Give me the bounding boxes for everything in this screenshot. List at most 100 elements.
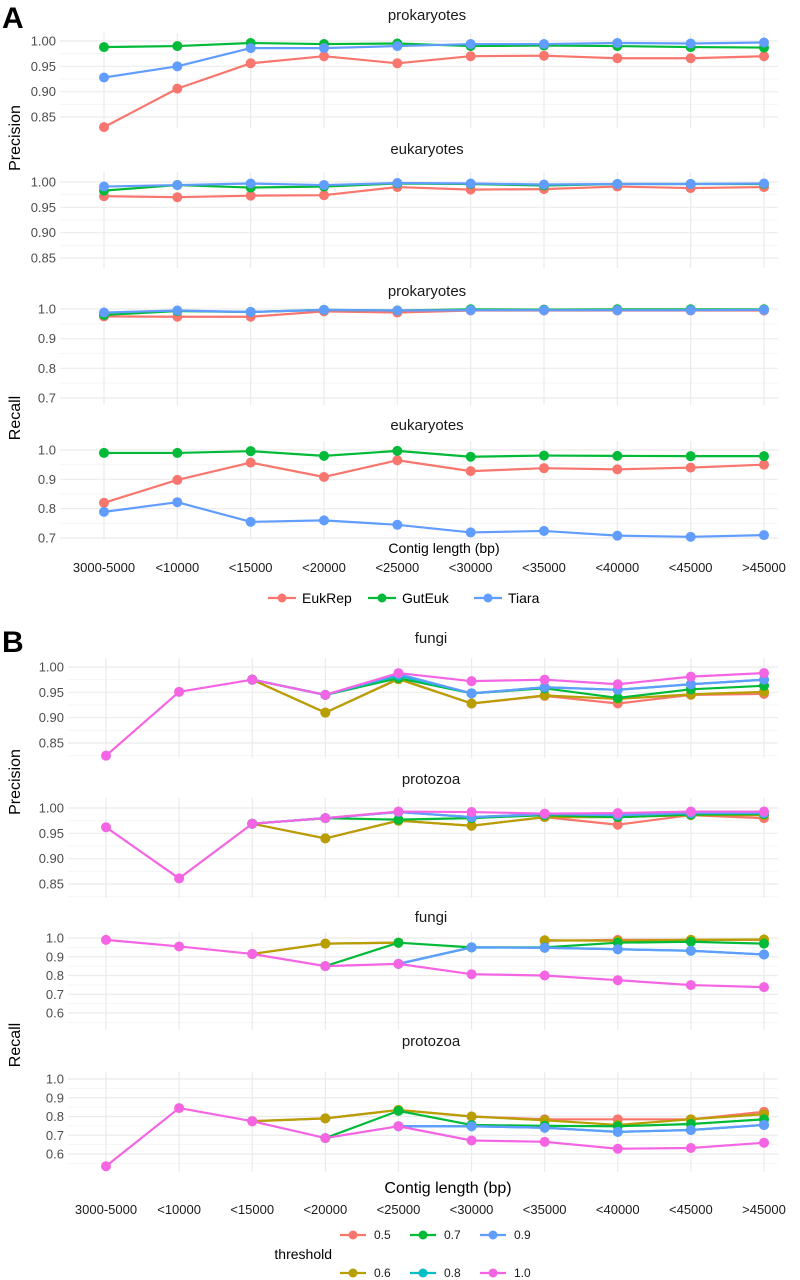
y-tick-label: 0.6: [46, 1147, 64, 1162]
data-point-1.0: [759, 806, 769, 817]
data-point-1.0: [101, 822, 111, 833]
data-point-0.6: [466, 698, 477, 709]
y-tick-label: 0.9: [46, 949, 64, 964]
y-tick-label: 0.90: [31, 225, 56, 240]
y-tick-label: 1.0: [38, 302, 56, 317]
series-line-1.0: [105, 671, 765, 757]
series-line-0.6: [544, 938, 765, 942]
data-point-Tiara: [465, 305, 476, 316]
data-point-1.0: [247, 674, 258, 685]
series-line-0.9: [398, 946, 765, 965]
y-tick-label: 0.95: [31, 59, 56, 74]
data-point-1.0: [393, 668, 404, 679]
series-line-Tiara: [103, 41, 765, 79]
x-tick-label: <45000: [669, 560, 713, 575]
x-tick-label: <25000: [377, 1202, 421, 1217]
legend-key-point: [348, 1230, 358, 1240]
legend-label: GutEuk: [402, 590, 450, 606]
data-point-0.7: [393, 814, 404, 825]
y-tick-label: 1.00: [31, 175, 56, 190]
data-point-0.6: [320, 1113, 331, 1124]
facet-eukaryotes-precision: eukaryotes 0.85 0.90 0.95 1.00: [31, 141, 778, 268]
data-point-1.0: [466, 969, 477, 980]
series-line-EukRep: [103, 459, 765, 504]
data-point-EukRep: [99, 122, 109, 133]
y-tick-label: 1.0: [46, 931, 64, 946]
data-point-Tiara: [172, 497, 183, 508]
x-tick-label: <30000: [450, 1202, 494, 1217]
data-point-Tiara: [392, 178, 403, 189]
data-point-0.7: [685, 936, 696, 947]
data-point-0.9: [539, 1122, 550, 1133]
series-line-0.9: [398, 1123, 765, 1133]
y-tick-label: 0.8: [46, 1109, 64, 1124]
data-point-1.0: [174, 686, 185, 697]
data-point-0.7: [612, 692, 623, 703]
panel-letter-a: A: [2, 2, 24, 35]
facet-title: prokaryotes: [388, 7, 466, 24]
series-line-0.6: [251, 678, 765, 714]
data-point-GutEuk: [172, 447, 183, 458]
data-point-Tiara: [759, 178, 769, 189]
data-point-1.0: [539, 970, 550, 981]
data-point-Tiara: [172, 61, 183, 72]
data-point-Tiara: [759, 530, 769, 541]
data-point-0.9: [466, 942, 477, 953]
data-point-Tiara: [172, 305, 183, 316]
data-point-0.5: [612, 819, 623, 830]
data-point-GutEuk: [685, 451, 696, 462]
data-point-Tiara: [319, 304, 329, 315]
series-line-0.8: [398, 946, 765, 965]
y-tick-label: 0.85: [31, 251, 56, 266]
data-point-1.0: [174, 941, 185, 952]
data-point-EukRep: [759, 459, 769, 470]
y-tick-label: 0.9: [46, 1090, 64, 1105]
x-axis-title: Contig length (bp): [388, 540, 499, 556]
data-point-1.0: [539, 674, 550, 685]
data-point-Tiara: [612, 38, 623, 49]
row-label-precision: Precision: [7, 105, 24, 171]
data-point-Tiara: [539, 525, 549, 536]
y-tick-label: 0.90: [39, 851, 64, 866]
data-point-1.0: [393, 1121, 404, 1132]
data-point-Tiara: [319, 180, 329, 191]
facet-title: eukaryotes: [390, 141, 463, 158]
data-point-0.6: [320, 707, 331, 718]
data-point-1.0: [393, 958, 404, 969]
y-tick-label: 0.7: [38, 531, 56, 546]
data-point-EukRep: [319, 471, 329, 482]
legend-key-point: [277, 593, 287, 603]
data-point-GutEuk: [245, 446, 256, 457]
series-line-0.6: [252, 1108, 765, 1127]
row-label-precision: Precision: [7, 749, 24, 815]
data-point-EukRep: [465, 51, 476, 62]
series-line-1.0: [105, 938, 765, 989]
y-tick-label: 1.00: [31, 34, 56, 49]
data-point-Tiara: [612, 530, 623, 541]
data-point-GutEuk: [99, 42, 109, 53]
series-line-1.0: [105, 810, 764, 880]
y-tick-label: 0.9: [38, 472, 56, 487]
data-point-Tiara: [612, 179, 623, 190]
data-point-Tiara: [99, 72, 109, 83]
legend-key-point: [488, 1268, 498, 1278]
row-label-recall: Recall: [7, 396, 24, 440]
series-line-1.0: [105, 1106, 765, 1168]
data-point-0.6: [539, 935, 550, 946]
legend-label: 0.6: [374, 1266, 391, 1280]
y-tick-label: 0.8: [38, 501, 56, 516]
data-point-0.9: [685, 1125, 696, 1135]
x-tick-label: <10000: [157, 1202, 201, 1217]
data-point-Tiara: [245, 178, 256, 189]
facet-fungi-precision: fungi 0.85 0.90 0.95 1.00: [39, 630, 778, 761]
data-point-EukRep: [539, 50, 549, 61]
series-line-Tiara: [103, 181, 765, 188]
data-point-1.0: [539, 1136, 550, 1147]
data-point-Tiara: [99, 181, 109, 192]
data-point-0.6: [466, 820, 477, 831]
data-point-0.9: [759, 949, 769, 960]
data-point-Tiara: [539, 39, 549, 50]
facet-protozoa-recall: protozoa 0.6 0.7 0.8 0.9 1.0: [46, 1033, 778, 1172]
data-point-GutEuk: [319, 450, 329, 461]
y-tick-label: 0.7: [38, 391, 56, 406]
